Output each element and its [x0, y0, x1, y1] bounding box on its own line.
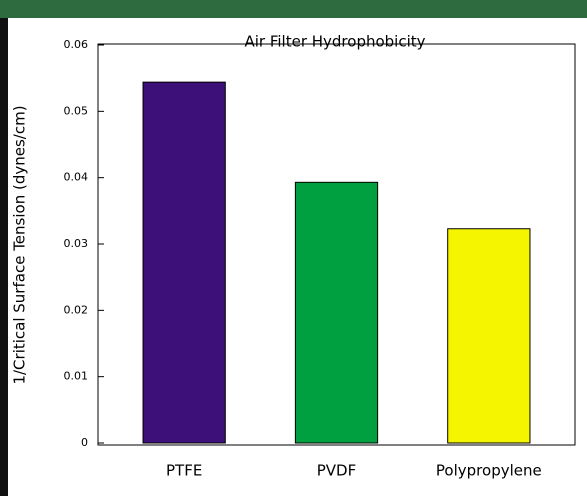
- y-tick-label: 0.01: [64, 370, 89, 383]
- y-tick-label: 0.05: [64, 104, 89, 117]
- y-tick-label: 0.03: [64, 237, 89, 250]
- y-tick-label: 0: [81, 436, 88, 449]
- y-tick-label: 0.06: [64, 38, 89, 51]
- bar: [294, 181, 379, 444]
- x-tick-label: PTFE: [166, 462, 202, 480]
- y-tick-label: 0.02: [64, 303, 89, 316]
- y-axis-label: 1/Critical Surface Tension (dynes/cm): [11, 105, 29, 384]
- header-bar: [0, 0, 587, 18]
- left-border: [0, 18, 8, 496]
- bar: [142, 81, 226, 444]
- bar: [447, 228, 531, 444]
- x-tick-label: PVDF: [317, 462, 357, 480]
- x-tick-label: Polypropylene: [436, 462, 542, 480]
- y-tick-label: 0.04: [64, 171, 89, 184]
- chart-title: Air Filter Hydrophobicity: [244, 33, 425, 51]
